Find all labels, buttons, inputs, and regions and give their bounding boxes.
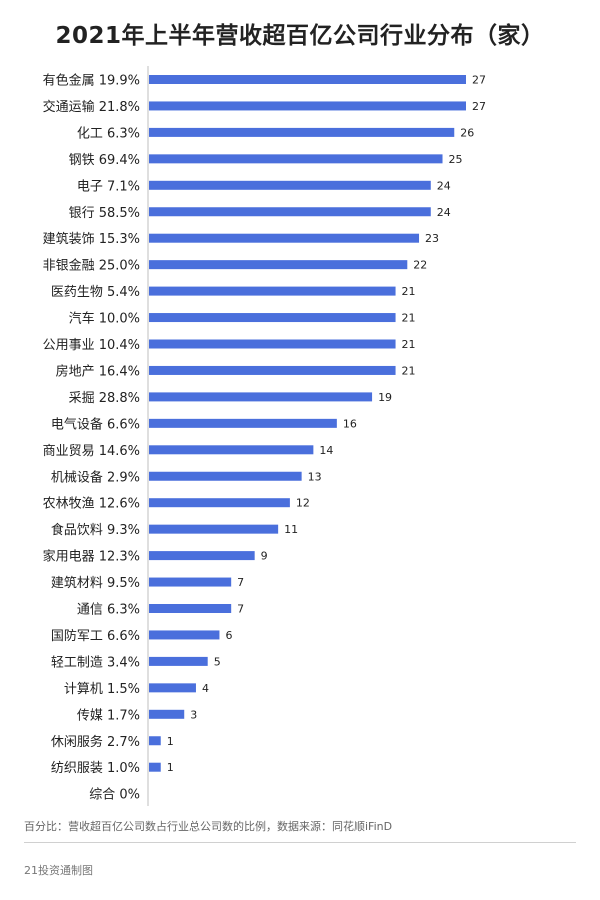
category-label: 医药生物 5.4%	[51, 285, 140, 300]
category-label: 综合 0%	[89, 788, 140, 803]
category-label: 采掘 28.8%	[69, 391, 140, 406]
category-label: 机械设备 2.9%	[51, 469, 140, 485]
source-note: 百分比：营收超百亿公司数占行业总公司数的比例，数据来源：同花顺iFinD	[24, 820, 393, 833]
category-label: 银行 58.5%	[69, 206, 140, 221]
bar	[149, 233, 420, 243]
category-label: 纺织服装 1.0%	[51, 761, 140, 776]
data-label: 4	[202, 682, 209, 695]
data-label: 22	[413, 259, 427, 272]
data-label: 21	[402, 364, 416, 377]
category-label: 非银金融 25.0%	[43, 258, 140, 274]
category-label: 房地产 16.4%	[56, 363, 140, 379]
category-label: 化工 6.3%	[77, 126, 140, 141]
bar-chart: 有色金属 19.9% 27 交通运输 21.8% 27 化工 6.3% 26 钢铁 69.4…	[43, 66, 486, 806]
category-label: 食品饮料 9.3%	[51, 522, 140, 538]
bar	[149, 154, 443, 164]
bar	[149, 418, 337, 428]
bar	[149, 75, 466, 84]
category-label: 传媒 1.7%	[77, 708, 140, 723]
bar	[149, 286, 396, 296]
bar	[149, 365, 396, 375]
category-label: 家用电器 12.3%	[43, 549, 140, 565]
data-label: 5	[214, 655, 221, 668]
bar	[149, 392, 373, 402]
bar	[149, 604, 232, 613]
bar	[149, 313, 396, 323]
footer-credit: 21投资通制图	[24, 864, 93, 877]
category-label: 休闲服务 2.7%	[51, 734, 140, 750]
data-label: 13	[308, 470, 322, 483]
data-label: 24	[437, 179, 451, 192]
category-label: 建筑材料 9.5%	[51, 575, 140, 591]
bar	[149, 101, 466, 111]
bar	[149, 524, 279, 534]
divider	[24, 842, 576, 843]
category-label: 商业贸易 14.6%	[43, 444, 140, 459]
data-label: 23	[425, 232, 439, 245]
category-label: 有色金属 19.9%	[43, 73, 140, 89]
data-label: 25	[449, 153, 463, 166]
category-label: 国防军工 6.6%	[51, 628, 140, 644]
category-label: 轻工制造 3.4%	[51, 655, 140, 670]
bar	[149, 551, 255, 561]
bar	[149, 260, 408, 270]
bar	[149, 709, 185, 719]
data-label: 9	[261, 550, 268, 563]
category-label: 农林牧渔 12.6%	[43, 497, 140, 512]
data-label: 11	[284, 523, 298, 536]
bar	[149, 471, 302, 481]
bar	[149, 445, 314, 455]
bar	[149, 180, 431, 190]
data-label: 3	[190, 708, 197, 721]
data-label: 6	[225, 629, 232, 642]
data-label: 1	[167, 761, 174, 774]
data-label: 21	[402, 338, 416, 351]
data-label: 7	[237, 603, 244, 616]
category-label: 建筑装饰 15.3%	[43, 231, 140, 247]
bar	[149, 762, 161, 772]
category-label: 汽车 10.0%	[69, 311, 140, 327]
category-label: 通信 6.3%	[77, 603, 140, 618]
category-label: 电气设备 6.6%	[51, 416, 140, 432]
data-label: 26	[460, 126, 474, 139]
data-label: 14	[319, 444, 333, 457]
bar	[149, 207, 431, 217]
bar	[149, 498, 290, 508]
bar	[149, 577, 232, 587]
category-label: 公用事业 10.4%	[43, 338, 140, 353]
chart-title: 2021年上半年营收超百亿公司行业分布（家）	[55, 23, 545, 49]
data-label: 7	[237, 576, 244, 589]
category-label: 钢铁 69.4%	[69, 153, 140, 168]
data-label: 27	[472, 74, 486, 87]
category-label: 电子 7.1%	[77, 179, 140, 194]
data-label: 12	[296, 497, 310, 510]
data-label: 24	[437, 206, 451, 219]
bar	[149, 339, 396, 349]
bar	[149, 127, 455, 137]
data-label: 1	[167, 735, 174, 748]
bar	[149, 656, 208, 666]
data-label: 27	[472, 100, 486, 113]
category-label: 交通运输 21.8%	[43, 99, 140, 115]
bar	[149, 736, 161, 746]
data-label: 21	[402, 312, 416, 325]
data-label: 16	[343, 417, 357, 430]
data-label: 21	[402, 285, 416, 298]
category-label: 计算机 1.5%	[64, 682, 140, 697]
bar	[149, 683, 196, 693]
bar	[149, 630, 220, 640]
data-label: 19	[378, 391, 392, 404]
